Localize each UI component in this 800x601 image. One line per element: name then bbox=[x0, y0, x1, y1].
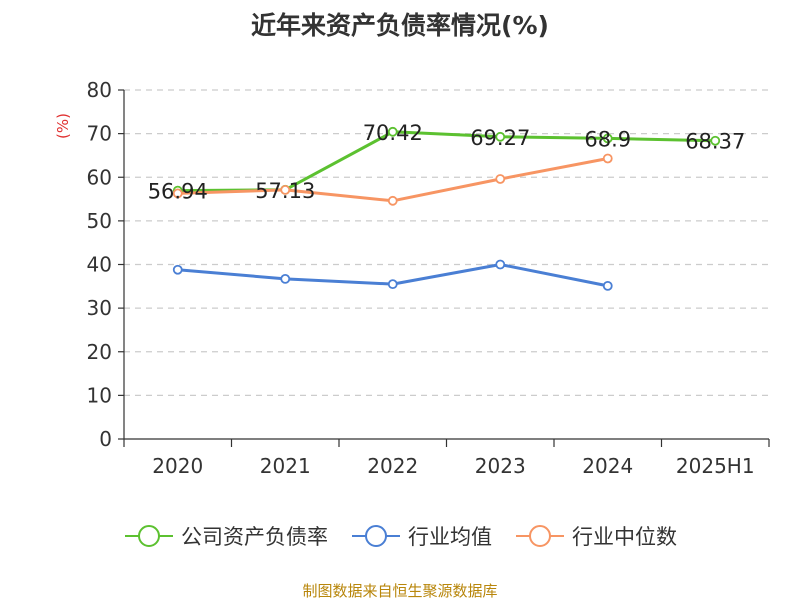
x-tick-label: 2021 bbox=[260, 454, 311, 478]
grid-layer bbox=[124, 89, 769, 396]
data-point bbox=[495, 174, 506, 184]
legend-item: 公司资产负债率 bbox=[123, 521, 328, 551]
y-tick-label: 50 bbox=[87, 209, 112, 233]
data-label: 68.37 bbox=[685, 130, 745, 154]
data-point bbox=[172, 264, 183, 275]
data-label: 69.27 bbox=[470, 126, 530, 150]
y-tick-label: 80 bbox=[87, 78, 112, 102]
y-tick-label: 70 bbox=[87, 122, 112, 146]
legend-swatch bbox=[125, 525, 173, 547]
series-line-2 bbox=[177, 157, 609, 203]
data-point bbox=[172, 188, 183, 199]
legend-label: 行业中位数 bbox=[572, 525, 677, 549]
axis-layer: 0 10 20 30 40 50 60 70 80 2020 2021 2022 2023 2024 202… bbox=[87, 78, 770, 478]
data-point bbox=[602, 280, 613, 291]
data-point bbox=[387, 279, 398, 290]
data-point bbox=[602, 133, 613, 144]
legend-swatch-marker bbox=[138, 525, 160, 547]
source-note: 制图数据来自恒生聚源数据库 bbox=[302, 582, 498, 600]
data-label: 68.9 bbox=[584, 127, 631, 151]
legend-swatch-marker bbox=[529, 525, 551, 547]
legend-label: 公司资产负债率 bbox=[181, 525, 328, 549]
x-tick-label: 2023 bbox=[475, 454, 526, 478]
legend-swatch bbox=[352, 525, 400, 547]
label-layer: 56.94 57.13 70.42 69.27 68.9 68.37 bbox=[148, 121, 746, 204]
y-tick-label: 60 bbox=[87, 165, 112, 189]
y-tick-label: 10 bbox=[87, 383, 112, 407]
y-tick-label: 40 bbox=[87, 253, 112, 277]
data-point bbox=[280, 185, 291, 195]
x-tick-label: 2022 bbox=[367, 454, 418, 478]
y-axis-label: (%) bbox=[54, 113, 72, 139]
data-point bbox=[280, 273, 291, 284]
data-point bbox=[710, 135, 721, 146]
legend-swatch bbox=[516, 525, 564, 547]
legend-item: 行业均值 bbox=[350, 521, 492, 551]
data-label: 57.13 bbox=[255, 179, 315, 203]
legend: 公司资产负债率 行业均值 行业中位数 bbox=[0, 521, 800, 551]
data-point bbox=[495, 259, 506, 270]
data-point bbox=[495, 131, 506, 142]
y-tick-label: 0 bbox=[99, 427, 112, 451]
data-point bbox=[387, 126, 398, 137]
data-point bbox=[387, 195, 398, 206]
data-label: 70.42 bbox=[363, 121, 423, 145]
y-tick-label: 30 bbox=[87, 296, 112, 320]
y-tick-label: 20 bbox=[87, 340, 112, 364]
series-layer bbox=[172, 126, 721, 291]
legend-swatch-marker bbox=[365, 525, 387, 547]
x-tick-label: 2020 bbox=[152, 454, 203, 478]
legend-label: 行业均值 bbox=[408, 525, 492, 549]
data-point bbox=[602, 153, 613, 164]
x-tick-label: 2024 bbox=[582, 454, 633, 478]
legend-item: 行业中位数 bbox=[514, 521, 677, 551]
chart-title: 近年来资产负债率情况(%) bbox=[251, 11, 549, 40]
x-tick-label: 2025H1 bbox=[676, 454, 755, 478]
data-label: 56.94 bbox=[148, 180, 208, 204]
